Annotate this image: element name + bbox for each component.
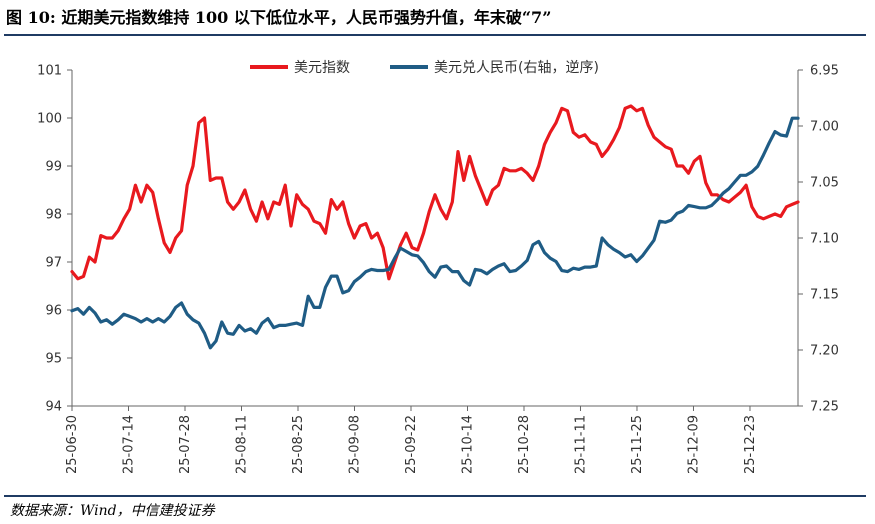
- left-axis-tick-label: 98: [45, 208, 62, 223]
- x-axis-tick-label: 25-09-08: [347, 415, 362, 474]
- axes-layer: 94 95 96 97 98 99 100 101 6.95 7.00 7.05 7.10 7.15 7.…: [37, 64, 839, 475]
- x-axis-tick-label: 25-09-22: [404, 415, 419, 474]
- legend-item-usdcny-label: 美元兑人民币(右轴，逆序): [434, 60, 599, 76]
- x-axis-tick-label: 25-12-23: [743, 415, 758, 474]
- x-axis-tick-label: 25-07-28: [178, 415, 193, 474]
- series-line-dxy: [70, 104, 800, 281]
- x-axis-tick-label: 25-06-30: [65, 415, 80, 474]
- x-axis-tick-label: 25-11-11: [573, 415, 588, 474]
- left-axis-tick-label: 94: [45, 400, 62, 415]
- figure-title: 图 10: 近期美元指数维持 100 以下低位水平，人民币强势升值，年末破“7”: [6, 8, 552, 27]
- x-axis-tick-label: 25-10-28: [517, 415, 532, 474]
- right-axis-tick-label: 7.10: [810, 232, 839, 247]
- source-note: 数据来源：Wind，中信建投证券: [10, 503, 215, 519]
- series-layer: [70, 104, 800, 350]
- x-axis-tick-label: 25-11-25: [630, 415, 645, 474]
- right-axis-tick-label: 6.95: [810, 64, 839, 79]
- legend: 美元指数 美元兑人民币(右轴，逆序): [250, 60, 599, 76]
- top-rule: [4, 34, 866, 36]
- left-axis-tick-label: 101: [37, 64, 62, 79]
- x-axis-tick-label: 25-08-25: [291, 415, 306, 474]
- bottom-rule: [4, 495, 866, 497]
- left-axis-tick-label: 95: [45, 352, 62, 367]
- left-axis-tick-label: 100: [37, 112, 62, 127]
- left-axis-tick-label: 99: [45, 160, 62, 175]
- legend-item-dxy-label: 美元指数: [294, 60, 350, 76]
- right-axis-tick-label: 7.05: [810, 176, 839, 191]
- chart: 94 95 96 97 98 99 100 101 6.95 7.00 7.05 7.10 7.15 7.…: [37, 60, 839, 475]
- x-axis-tick-label: 25-07-14: [121, 415, 136, 474]
- series-line-usdcny: [70, 116, 800, 350]
- x-axis-tick-label: 25-08-11: [234, 415, 249, 474]
- right-axis-tick-label: 7.25: [810, 400, 839, 415]
- left-axis-tick-label: 96: [45, 304, 62, 319]
- x-axis-tick-label: 25-10-14: [460, 415, 475, 474]
- right-axis-tick-label: 7.15: [810, 288, 839, 303]
- right-axis-tick-label: 7.20: [810, 344, 839, 359]
- right-axis-tick-label: 7.00: [810, 120, 839, 135]
- left-axis-tick-label: 97: [45, 256, 62, 271]
- x-axis-tick-label: 25-12-09: [686, 415, 701, 474]
